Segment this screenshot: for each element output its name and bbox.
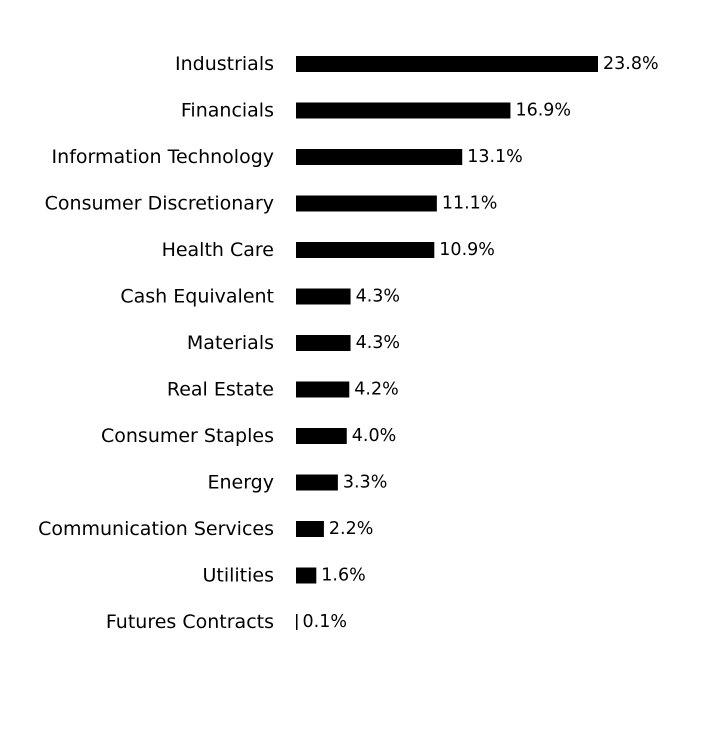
bars-group: Industrials 23.8% Financials 16.9% Informati… (38, 53, 659, 633)
value-label: 4.0% (352, 426, 396, 446)
bar (296, 614, 298, 630)
category-label: Health Care (162, 239, 274, 261)
value-label: 11.1% (442, 194, 498, 214)
bar (296, 567, 317, 584)
value-label: 16.9% (515, 101, 571, 121)
category-label: Materials (187, 332, 274, 354)
value-label: 0.1% (303, 612, 347, 632)
value-label: 10.9% (439, 240, 495, 260)
value-label: 1.6% (321, 566, 365, 586)
bar (296, 474, 338, 491)
category-label: Futures Contracts (106, 611, 274, 633)
category-label: Utilities (202, 565, 274, 587)
category-label: Real Estate (167, 379, 274, 401)
category-label: Consumer Staples (101, 425, 274, 447)
bar (296, 56, 598, 72)
category-label: Financials (181, 100, 274, 122)
category-label: Information Technology (52, 146, 274, 168)
category-label: Communication Services (38, 518, 274, 540)
category-label: Cash Equivalent (120, 286, 274, 308)
value-label: 2.2% (329, 519, 373, 539)
bar (296, 381, 350, 398)
category-label: Industrials (175, 53, 274, 75)
bar (296, 335, 351, 351)
bar (296, 521, 324, 537)
bar (296, 288, 351, 305)
category-label: Consumer Discretionary (45, 193, 274, 215)
value-label: 4.3% (356, 333, 400, 353)
bar (296, 195, 437, 212)
bar (296, 149, 463, 165)
bar (296, 428, 347, 444)
category-label: Energy (207, 472, 274, 494)
bar (296, 242, 435, 258)
value-label: 4.2% (354, 380, 398, 400)
bar (296, 102, 511, 119)
value-label: 13.1% (467, 147, 523, 167)
value-label: 23.8% (603, 54, 659, 74)
value-label: 4.3% (356, 287, 400, 307)
value-label: 3.3% (343, 473, 387, 493)
